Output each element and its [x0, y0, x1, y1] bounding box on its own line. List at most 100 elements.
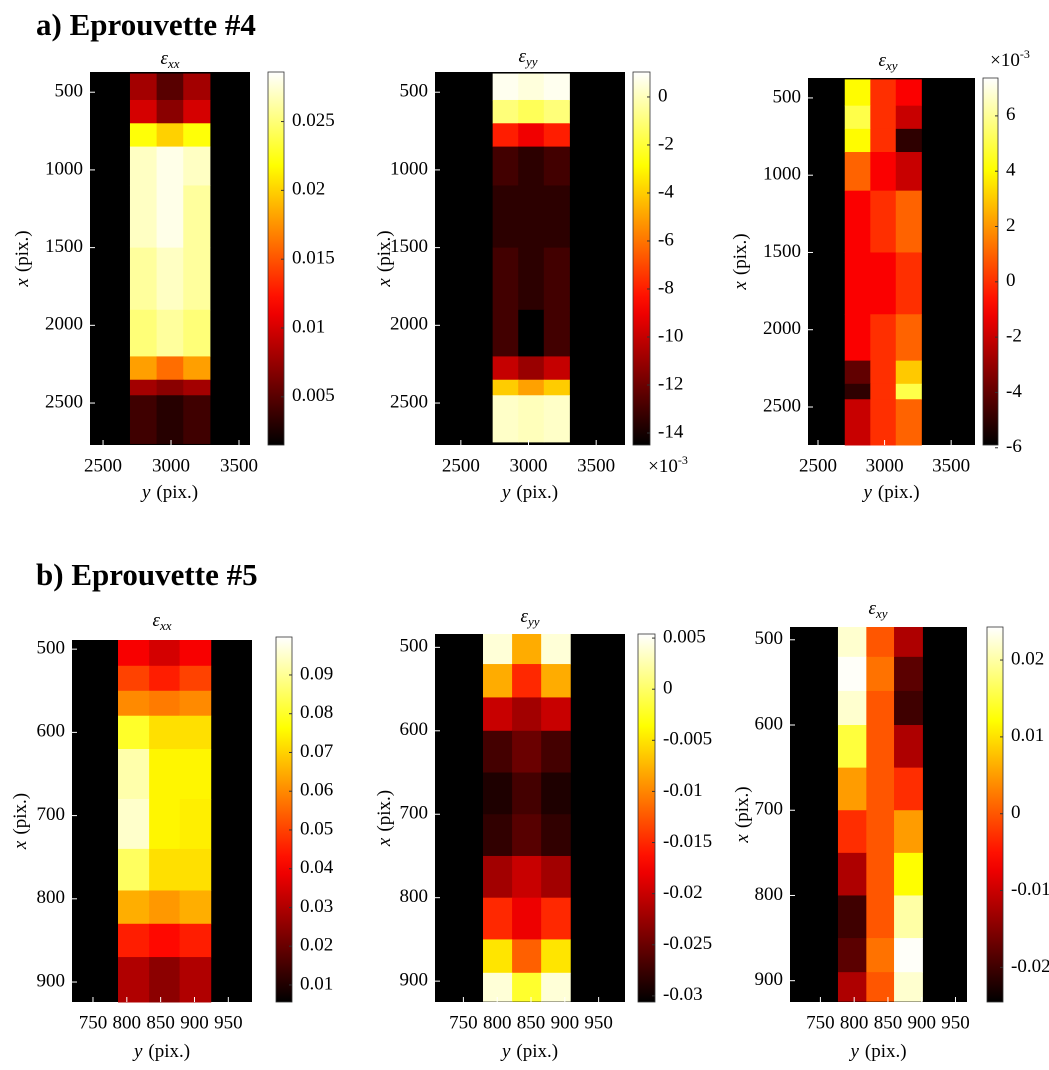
- colorbar-tick-label: 2: [1006, 215, 1016, 236]
- y-tick-label: 600: [400, 719, 429, 740]
- heatmap-cell: [894, 767, 923, 811]
- colorbar-multiplier: ×10-3: [990, 47, 1030, 72]
- heatmap-cell: [183, 379, 211, 396]
- heatmap-cell: [149, 690, 181, 717]
- axis-unit: (pix.): [374, 230, 395, 272]
- heatmap-cell: [179, 690, 212, 717]
- heatmap-cell: [837, 627, 867, 658]
- heatmap-cell: [894, 852, 923, 896]
- y-axis-label: x (pix.): [10, 793, 31, 850]
- x-tick-label: 800: [483, 1012, 512, 1033]
- heatmap-cell: [870, 79, 897, 107]
- x-tick-label: 750: [806, 1012, 835, 1033]
- colorbar-tick-label: -10: [658, 325, 683, 346]
- colorbar-tick-label: 0.08: [300, 702, 333, 723]
- y-tick-label: 1000: [763, 164, 801, 185]
- colorbar-tick-label: -4: [658, 181, 674, 202]
- heatmap-cell: [870, 399, 897, 446]
- heatmap-cell: [541, 730, 571, 774]
- y-tick-label: 600: [37, 721, 66, 742]
- title-subscript: yy: [526, 614, 540, 629]
- heatmap-cell: [844, 105, 871, 130]
- axis-unit: (pix.): [730, 233, 751, 275]
- heatmap-cell: [895, 252, 922, 315]
- heatmap-cell: [543, 73, 570, 101]
- colorbar-tick-label: 0.09: [300, 663, 333, 684]
- x-tick-label: 3000: [152, 455, 190, 476]
- y-axis-label: x (pix.): [374, 230, 395, 287]
- y-tick-label: 500: [755, 628, 784, 649]
- title-subscript: xy: [885, 58, 898, 73]
- heatmap-cell: [844, 128, 871, 153]
- axis-unit: (pix.): [516, 1041, 558, 1062]
- x-tick-label: 950: [941, 1012, 970, 1033]
- heatmap-cell: [492, 99, 519, 124]
- heatmap-cell: [156, 356, 184, 381]
- heatmap-cell: [837, 725, 867, 769]
- heatmap-cell: [895, 383, 922, 400]
- y-axis-label: x (pix.): [730, 233, 751, 290]
- heatmap-cell: [118, 715, 150, 750]
- y-tick-label: 2500: [390, 391, 428, 412]
- y-tick-label: 600: [755, 713, 784, 734]
- heatmap-cell: [837, 810, 867, 854]
- colorbar-tick-label: -8: [658, 277, 674, 298]
- heatmap-cell: [156, 395, 184, 444]
- heatmap-cell: [541, 972, 571, 1002]
- heatmap-cell: [870, 360, 897, 385]
- heatmap-cell: [541, 814, 571, 857]
- heatmap-cell: [118, 848, 150, 891]
- heatmap-cell: [541, 855, 571, 899]
- colorbar-tick-label: 0.005: [292, 385, 335, 406]
- x-tick-label: 900: [180, 1012, 209, 1033]
- heatmap-cell: [149, 640, 181, 667]
- colorbar: [267, 71, 285, 446]
- heatmap-cell: [129, 356, 158, 381]
- title-subscript: xx: [167, 56, 180, 71]
- heatmap-cell: [492, 247, 519, 311]
- axis-unit: (pix.): [148, 1041, 190, 1062]
- heatmap-cell: [512, 897, 542, 940]
- heatmap-cell: [518, 395, 545, 443]
- title-subscript: xy: [875, 606, 888, 621]
- x-tick-label: 850: [874, 1012, 903, 1033]
- heatmap-cell: [512, 939, 542, 974]
- heatmap-cell: [492, 356, 519, 381]
- colorbar-tick-label: 6: [1006, 104, 1016, 125]
- heatmap-cell: [156, 123, 184, 148]
- heatmap-cell: [129, 309, 158, 357]
- heatmap-cell: [156, 379, 184, 396]
- heatmap-cell: [844, 252, 871, 315]
- y-tick-label: 2500: [45, 391, 83, 412]
- heatmap-cell: [894, 895, 923, 939]
- title-subscript: yy: [524, 54, 538, 69]
- heatmap-cell: [129, 247, 158, 311]
- axis-unit: (pix.): [374, 790, 395, 832]
- y-tick-label: 2000: [45, 314, 83, 335]
- heatmap-cell: [866, 656, 895, 692]
- y-tick-label: 1500: [45, 236, 83, 257]
- heatmap-cell: [179, 665, 212, 692]
- title-symbol: ε: [878, 50, 886, 71]
- x-tick-label: 3500: [932, 455, 970, 476]
- axis-unit: (pix.): [865, 1041, 907, 1062]
- heatmap-cell: [483, 939, 513, 974]
- heatmap-cell: [870, 252, 897, 315]
- heatmap-cell: [156, 146, 184, 186]
- heatmap-cell: [118, 957, 150, 1003]
- heatmap-cell: [518, 99, 545, 124]
- colorbar-tick-label: 0.07: [300, 741, 333, 762]
- axis-unit: (pix.): [516, 482, 558, 503]
- colorbar-tick-label: -0.025: [663, 933, 712, 954]
- multiplier-exponent: -3: [1020, 47, 1030, 61]
- colorbar-tick-label: 0.015: [292, 248, 335, 269]
- heatmap-cell: [183, 247, 211, 311]
- heatmap-cell: [894, 972, 923, 1002]
- heatmap-cell: [844, 399, 871, 446]
- x-tick-label: 800: [113, 1012, 142, 1033]
- heatmap-cell: [895, 399, 922, 446]
- heatmap-cell: [156, 73, 184, 101]
- heatmap-cell: [541, 634, 571, 665]
- y-tick-label: 500: [400, 81, 429, 102]
- heatmap-cell: [543, 123, 570, 148]
